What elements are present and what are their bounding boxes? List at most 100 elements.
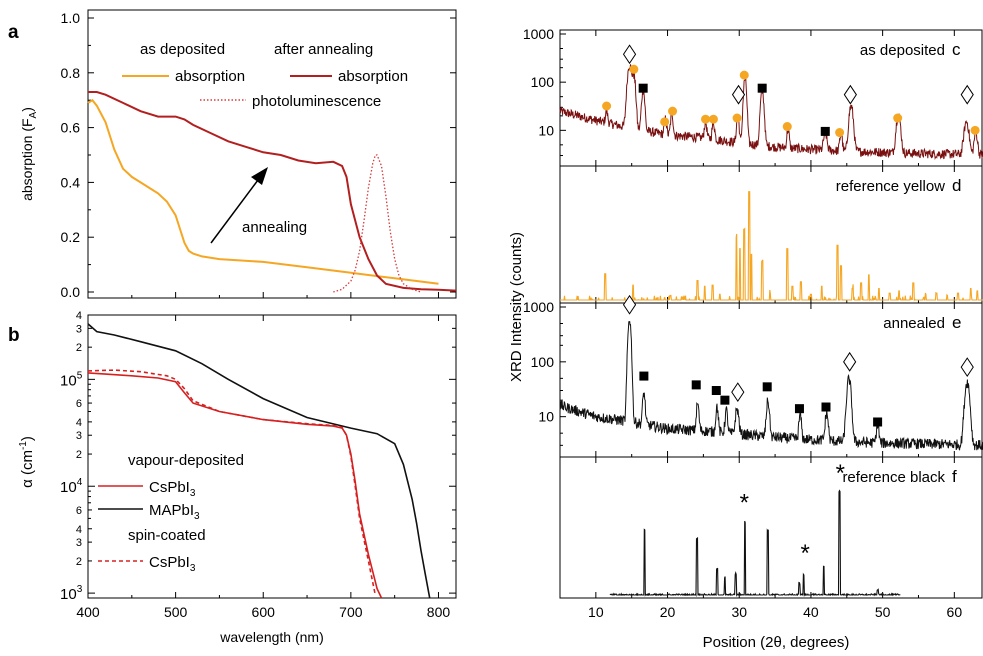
circle-marker bbox=[739, 70, 749, 80]
legend-label-vapour-cspbi3: CsPbI3 bbox=[149, 479, 196, 499]
asterisk-marker: * bbox=[801, 540, 810, 567]
annealing-annotation: annealing bbox=[242, 219, 307, 236]
xrd-label-f: reference black bbox=[842, 469, 945, 486]
square-marker bbox=[762, 382, 772, 392]
legend-group-vapour-deposited: vapour-deposited bbox=[128, 452, 244, 469]
square-marker bbox=[691, 380, 701, 390]
y-minor-tick-label: 3 bbox=[76, 430, 82, 442]
xrd-panel-d: reference yellow d bbox=[559, 165, 983, 304]
y-minor-tick-label: 6 bbox=[76, 505, 82, 517]
circle-marker bbox=[602, 101, 612, 111]
legend-group-spin-coated: spin-coated bbox=[128, 527, 206, 544]
diamond-marker bbox=[731, 84, 746, 105]
series-line-2 bbox=[333, 154, 422, 293]
legend-header-after-annealing: after annealing bbox=[274, 41, 373, 58]
square-marker bbox=[711, 386, 721, 396]
xrd-frame-f bbox=[559, 456, 983, 599]
square-marker bbox=[794, 404, 804, 414]
series-line-1 bbox=[87, 323, 431, 599]
y-tick-label: 105 bbox=[60, 370, 83, 389]
panel-letter-a: a bbox=[8, 22, 19, 43]
diamond-marker bbox=[843, 84, 857, 105]
panel-b-curves bbox=[87, 323, 431, 599]
panel-letter-d: d bbox=[952, 176, 961, 195]
xrd-trace-c bbox=[559, 64, 983, 161]
annealing-arrowhead bbox=[251, 167, 268, 185]
y-minor-tick-label: 2 bbox=[76, 556, 82, 568]
circle-marker bbox=[835, 128, 845, 138]
diamond-marker bbox=[622, 294, 637, 315]
legend-label-as-deposited-absorption: absorption bbox=[175, 68, 245, 85]
panel-b-ylabel: α (cm-1) bbox=[18, 436, 36, 488]
x-tick-label: 700 bbox=[339, 604, 363, 620]
asterisk-marker: * bbox=[740, 490, 749, 517]
panel-a-ylabel: absorption (FA) bbox=[19, 107, 39, 201]
y-tick-label: 0.0 bbox=[61, 284, 81, 300]
panel-a-frame bbox=[87, 9, 457, 299]
y-minor-tick-label: 4 bbox=[76, 310, 82, 322]
xrd-trace-d bbox=[560, 191, 983, 302]
square-marker bbox=[720, 395, 730, 405]
xrd-label-e: annealed bbox=[883, 315, 945, 332]
y-minor-tick-label: 2 bbox=[76, 449, 82, 461]
y-tick-label: 104 bbox=[60, 477, 83, 496]
y-tick-label: 0.2 bbox=[61, 229, 81, 245]
y-tick-label: 10 bbox=[538, 122, 554, 138]
y-tick-label: 1000 bbox=[523, 26, 554, 42]
annealing-arrow bbox=[210, 179, 259, 244]
panel-b-x-ticks: 400 500 600 700 800 bbox=[76, 315, 450, 620]
square-marker bbox=[873, 417, 883, 427]
y-minor-tick-label: 6 bbox=[76, 398, 82, 410]
diamond-marker bbox=[731, 382, 745, 403]
xrd-panel-c: as deposited c 10 100 1000 bbox=[523, 26, 983, 167]
square-marker bbox=[639, 371, 649, 381]
xrd-xlabel: Position (2θ, degrees) bbox=[703, 634, 850, 651]
y-tick-label: 0.4 bbox=[61, 174, 81, 190]
panel-a-curves bbox=[87, 91, 457, 293]
panel-letter-f: f bbox=[952, 467, 957, 486]
y-minor-tick-label: 3 bbox=[76, 323, 82, 335]
series-line-2 bbox=[87, 369, 377, 596]
x-tick-label: 60 bbox=[947, 604, 963, 620]
panel-letter-e: e bbox=[952, 313, 961, 332]
y-tick-label: 10 bbox=[538, 409, 554, 425]
legend-label-spin-cspbi3: CsPbI3 bbox=[149, 554, 196, 574]
panel-b-xlabel: wavelength (nm) bbox=[219, 629, 324, 645]
series-line-1 bbox=[88, 91, 457, 292]
xrd-trace-e bbox=[559, 320, 983, 451]
x-tick-label: 20 bbox=[660, 604, 676, 620]
circle-marker bbox=[708, 114, 718, 124]
y-minor-tick-label: 4 bbox=[76, 417, 82, 429]
diamond-marker bbox=[960, 357, 974, 378]
x-tick-label: 600 bbox=[252, 604, 276, 620]
circle-marker bbox=[970, 125, 980, 135]
panel-a-y-ticks: 0.0 0.2 0.4 0.6 0.8 1.0 bbox=[61, 10, 456, 300]
panel-a: a 0.0 0.2 0.4 0.6 0.8 1.0 absorption (FA) as … bbox=[8, 9, 457, 300]
y-tick-label: 1.0 bbox=[61, 10, 81, 26]
square-marker bbox=[757, 83, 767, 93]
y-minor-tick-label: 4 bbox=[76, 524, 82, 536]
x-tick-label: 800 bbox=[427, 604, 451, 620]
panel-letter-c: c bbox=[952, 40, 961, 59]
square-marker bbox=[821, 402, 831, 412]
diamond-marker bbox=[843, 351, 857, 372]
circle-marker bbox=[893, 113, 903, 123]
legend-label-after-annealing-absorption: absorption bbox=[338, 68, 408, 85]
diamond-marker bbox=[960, 84, 974, 105]
legend-header-as-deposited: as deposited bbox=[140, 41, 225, 58]
xrd-panel-e: annealed e 10 100 1000 bbox=[523, 294, 983, 458]
y-tick-label: 0.6 bbox=[61, 120, 81, 136]
asterisk-marker: * bbox=[836, 460, 845, 487]
x-tick-label: 500 bbox=[164, 604, 188, 620]
circle-marker bbox=[668, 106, 678, 116]
x-tick-label: 400 bbox=[76, 604, 100, 620]
xrd-panel-f: reference black f * * * bbox=[559, 456, 983, 599]
legend-label-photoluminescence: photoluminescence bbox=[252, 93, 381, 110]
x-tick-label: 50 bbox=[875, 604, 891, 620]
square-marker bbox=[638, 83, 648, 93]
